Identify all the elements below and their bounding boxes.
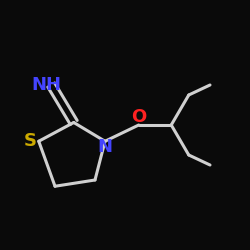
Text: O: O: [131, 108, 146, 126]
Text: N: N: [98, 138, 112, 156]
Text: NH: NH: [31, 76, 61, 94]
Text: S: S: [24, 132, 36, 150]
